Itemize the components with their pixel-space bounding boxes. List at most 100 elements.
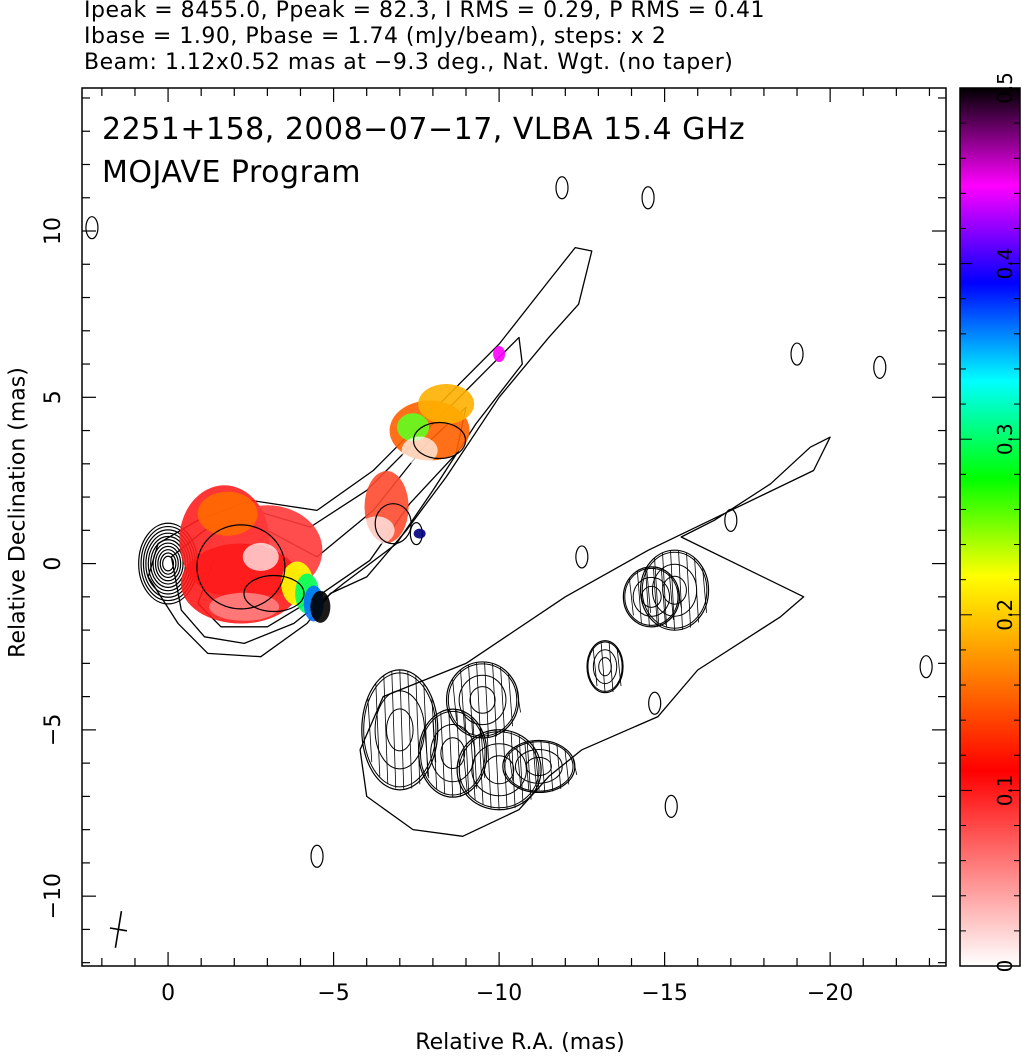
inner-contour	[196, 524, 286, 610]
hatch-line	[556, 743, 562, 790]
blob-contour	[555, 176, 569, 200]
hatch-line	[452, 678, 457, 721]
hatch-line	[702, 567, 707, 613]
hatched-contour	[456, 729, 542, 811]
colorbar-tick-label: 0.2	[993, 599, 1017, 631]
hatch-line	[484, 661, 489, 738]
hatch-line	[652, 566, 658, 627]
polarization-patch	[310, 590, 331, 623]
beam-marker	[109, 910, 128, 948]
hatch-line	[592, 647, 598, 687]
core-contour	[162, 555, 175, 572]
blob-contour	[664, 794, 678, 818]
hatch-line	[572, 757, 578, 776]
blob-contour	[724, 508, 738, 532]
hatched-contour	[586, 640, 624, 694]
hatched-inner-contour	[471, 743, 527, 797]
hatched-inner-contour	[458, 674, 507, 726]
hatched-inner-contour	[447, 663, 518, 737]
hatched-inner-contour	[419, 710, 486, 796]
polarization-patch	[209, 592, 280, 621]
colorbar-tick-label: 0.3	[993, 423, 1017, 455]
x-axis-label: Relative R.A. (mas)	[415, 1030, 625, 1055]
blob-contour	[648, 691, 662, 715]
hatch-line	[678, 550, 683, 630]
hatch-line	[440, 711, 446, 795]
y-tick-label: −5	[41, 714, 66, 746]
blob-contour	[310, 844, 324, 868]
hatch-line	[524, 742, 530, 791]
inner-contour	[412, 421, 467, 460]
y-axis-ticks: −10 −5 0 5 10	[41, 97, 946, 964]
polarization-patch	[418, 383, 475, 424]
hatched-inner-contour	[374, 690, 425, 770]
core-contour	[157, 549, 179, 579]
hatch-line	[548, 741, 554, 792]
hatch-line	[470, 739, 476, 800]
hatched-inner-contour	[469, 686, 496, 714]
hatch-line	[424, 728, 430, 779]
core-contour	[154, 545, 182, 582]
hatched-contour-layer	[361, 549, 710, 811]
hatched-inner-contour	[662, 575, 687, 605]
hatched-inner-contour	[363, 672, 437, 788]
y-tick-label: 0	[41, 557, 66, 571]
hatch-line	[464, 711, 470, 795]
hatch-line	[616, 647, 622, 687]
hatch-line	[526, 739, 532, 800]
polarization-patch	[197, 491, 258, 536]
hatch-line	[516, 745, 522, 788]
hatched-inner-contour	[458, 731, 540, 809]
blob-contour	[790, 342, 804, 366]
y-tick-label: 5	[41, 390, 66, 404]
header-line-1: Ipeak = 8455.0, Ppeak = 82.3, I RMS = 0.…	[84, 0, 765, 23]
hatch-line	[391, 671, 397, 789]
hatch-line	[636, 570, 642, 623]
polarization-patch	[413, 528, 426, 539]
hatch-line	[415, 675, 421, 785]
blob-contour	[575, 545, 589, 569]
contour-layer	[85, 176, 933, 868]
colorbar-tick-label: 0.1	[993, 774, 1017, 806]
hatch-line	[668, 573, 674, 620]
hatch-line	[375, 683, 381, 777]
header-line-2: Ibase = 1.90, Pbase = 1.74 (mJy/beam), s…	[84, 24, 667, 49]
inner-contour	[243, 574, 305, 613]
hatched-inner-contour	[598, 657, 612, 677]
hatched-inner-contour	[430, 724, 476, 783]
hatched-inner-contour	[592, 649, 618, 685]
polarization-hole	[242, 542, 279, 571]
chart-subtitle: MOJAVE Program	[102, 155, 362, 190]
hatch-line	[468, 664, 473, 735]
polarization-color-layer	[179, 346, 506, 624]
x-tick-label: −15	[641, 981, 687, 1006]
hatch-line	[399, 669, 405, 790]
lower-contour	[359, 436, 831, 837]
hatch-line	[462, 749, 468, 791]
hatch-line	[486, 731, 492, 809]
polarization-patch	[397, 413, 430, 442]
hatch-line	[564, 748, 570, 785]
hatch-line	[540, 740, 546, 793]
hatched-inner-contour	[504, 741, 574, 792]
inner-contour	[374, 503, 412, 545]
hatch-line	[478, 734, 484, 805]
hatched-inner-contour	[587, 641, 623, 692]
hatch-line	[460, 669, 465, 731]
hatch-line	[628, 578, 634, 616]
hatch-line	[660, 568, 666, 625]
colorbar-tick-label: 0.5	[993, 72, 1017, 104]
x-tick-label: −5	[317, 981, 349, 1006]
hatched-contour	[418, 708, 488, 798]
colorbar	[959, 87, 1021, 967]
hatch-line	[500, 667, 505, 733]
hatch-line	[367, 697, 373, 763]
y-axis-label: Relative Declination (mas)	[5, 367, 31, 658]
x-tick-label: −10	[476, 981, 522, 1006]
hatched-inner-contour	[641, 551, 708, 629]
colorbar-tick-label: 0.4	[993, 248, 1017, 280]
jet-contour	[170, 336, 523, 645]
colorbar-ticks: 0 0.1 0.2 0.3 0.4 0.5	[960, 72, 1020, 972]
hatched-inner-contour	[624, 567, 679, 626]
